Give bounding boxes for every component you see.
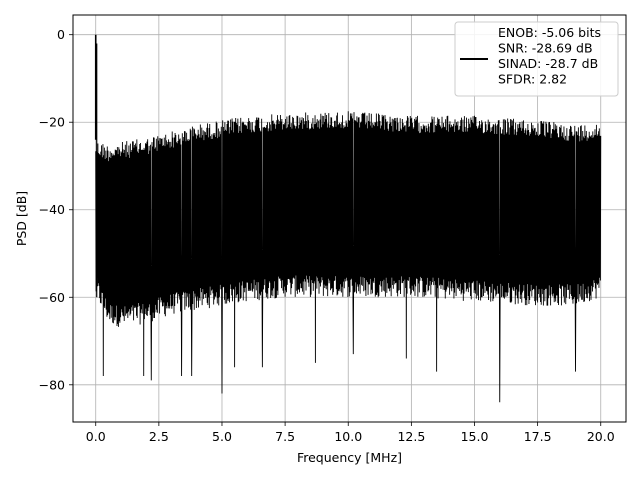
psd-trace — [95, 111, 602, 403]
x-tick-label: 10.0 — [334, 429, 362, 444]
y-tick-label: −20 — [39, 115, 65, 130]
x-axis-title: Frequency [MHz] — [297, 450, 402, 465]
legend-snr-text: SNR: -28.69 dB — [498, 41, 593, 56]
data-layer — [94, 34, 602, 403]
legend-enob-text: ENOB: -5.06 bits — [498, 25, 601, 40]
x-tick-label: 15.0 — [461, 429, 489, 444]
x-tick-label: 17.5 — [524, 429, 552, 444]
legend-sinad-text: SINAD: -28.7 dB — [498, 56, 598, 71]
y-axis-title: PSD [dB] — [14, 191, 29, 246]
legend-box — [454, 21, 619, 97]
ticks-layer: 0.0 2.5 5.0 7.5 10.0 12.5 15.0 17.5 20.0 0 −20 −40 −… — [39, 27, 615, 444]
y-tick-label: −60 — [39, 290, 65, 305]
x-tick-label: 7.5 — [275, 429, 295, 444]
legend-sfdr-text: SFDR: 2.82 — [498, 72, 567, 87]
x-tick-label: 5.0 — [212, 429, 232, 444]
x-tick-label: 0.0 — [86, 429, 106, 444]
y-tick-label: −80 — [39, 377, 65, 392]
x-tick-label: 2.5 — [149, 429, 169, 444]
y-tick-label: −40 — [39, 202, 65, 217]
axes-frame — [72, 14, 627, 423]
x-tick-label: 12.5 — [397, 429, 425, 444]
legend: ENOB: -5.06 bits SNR: -28.69 dB SINAD: -… — [454, 21, 619, 97]
x-tick-label: 20.0 — [587, 429, 615, 444]
y-tick-label: 0 — [57, 27, 65, 42]
